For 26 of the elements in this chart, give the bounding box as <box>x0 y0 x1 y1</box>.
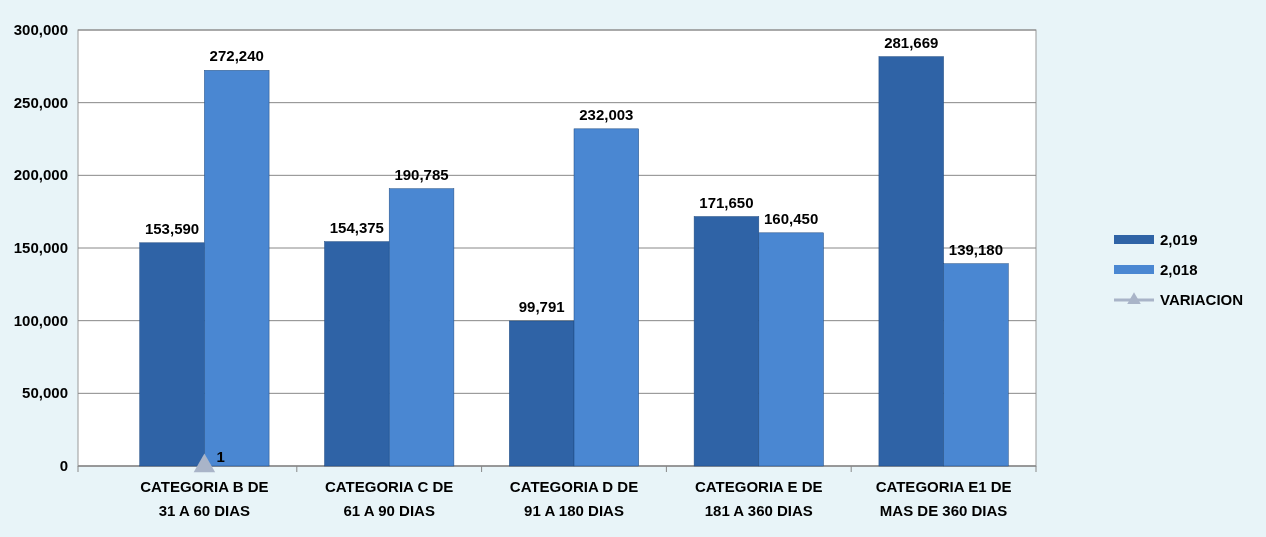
data-label: 1 <box>216 448 225 465</box>
legend-label: VARIACION <box>1160 291 1244 308</box>
data-label: 154,375 <box>329 218 384 236</box>
y-tick-label: 300,000 <box>13 21 68 38</box>
x-tick-label: CATEGORIA C DE 61 A 90 DIAS <box>325 478 454 519</box>
y-tick-label: 50,000 <box>22 384 68 402</box>
y-tick-label: 200,000 <box>13 166 68 184</box>
y-tick-label: 0 <box>59 457 68 474</box>
data-label: 171,650 <box>699 193 754 211</box>
data-label: 153,590 <box>144 219 200 237</box>
data-label: 281,669 <box>884 33 939 51</box>
y-tick-label: 150,000 <box>13 239 68 256</box>
x-tick-label: CATEGORIA D DE 91 A 180 DIAS <box>509 478 639 519</box>
legend-label: 2,018 <box>1160 261 1198 278</box>
x-tick-label: CATEGORIA B DE 31 A 60 DIAS <box>140 478 269 519</box>
y-tick-label: 100,000 <box>13 311 68 329</box>
data-label: 190,785 <box>394 165 449 183</box>
data-label: 160,450 <box>764 209 819 227</box>
x-tick-label: CATEGORIA E1 DE MAS DE 360 DIAS <box>875 478 1012 519</box>
data-label: 99,791 <box>518 297 565 315</box>
data-label: 232,003 <box>579 105 634 123</box>
data-label: 139,180 <box>948 240 1004 258</box>
data-label: 272,240 <box>209 47 264 65</box>
x-tick-label: CATEGORIA E DE 181 A 360 DIAS <box>695 478 823 519</box>
y-tick-label: 250,000 <box>13 93 68 111</box>
legend-label: 2,019 <box>1160 231 1198 248</box>
